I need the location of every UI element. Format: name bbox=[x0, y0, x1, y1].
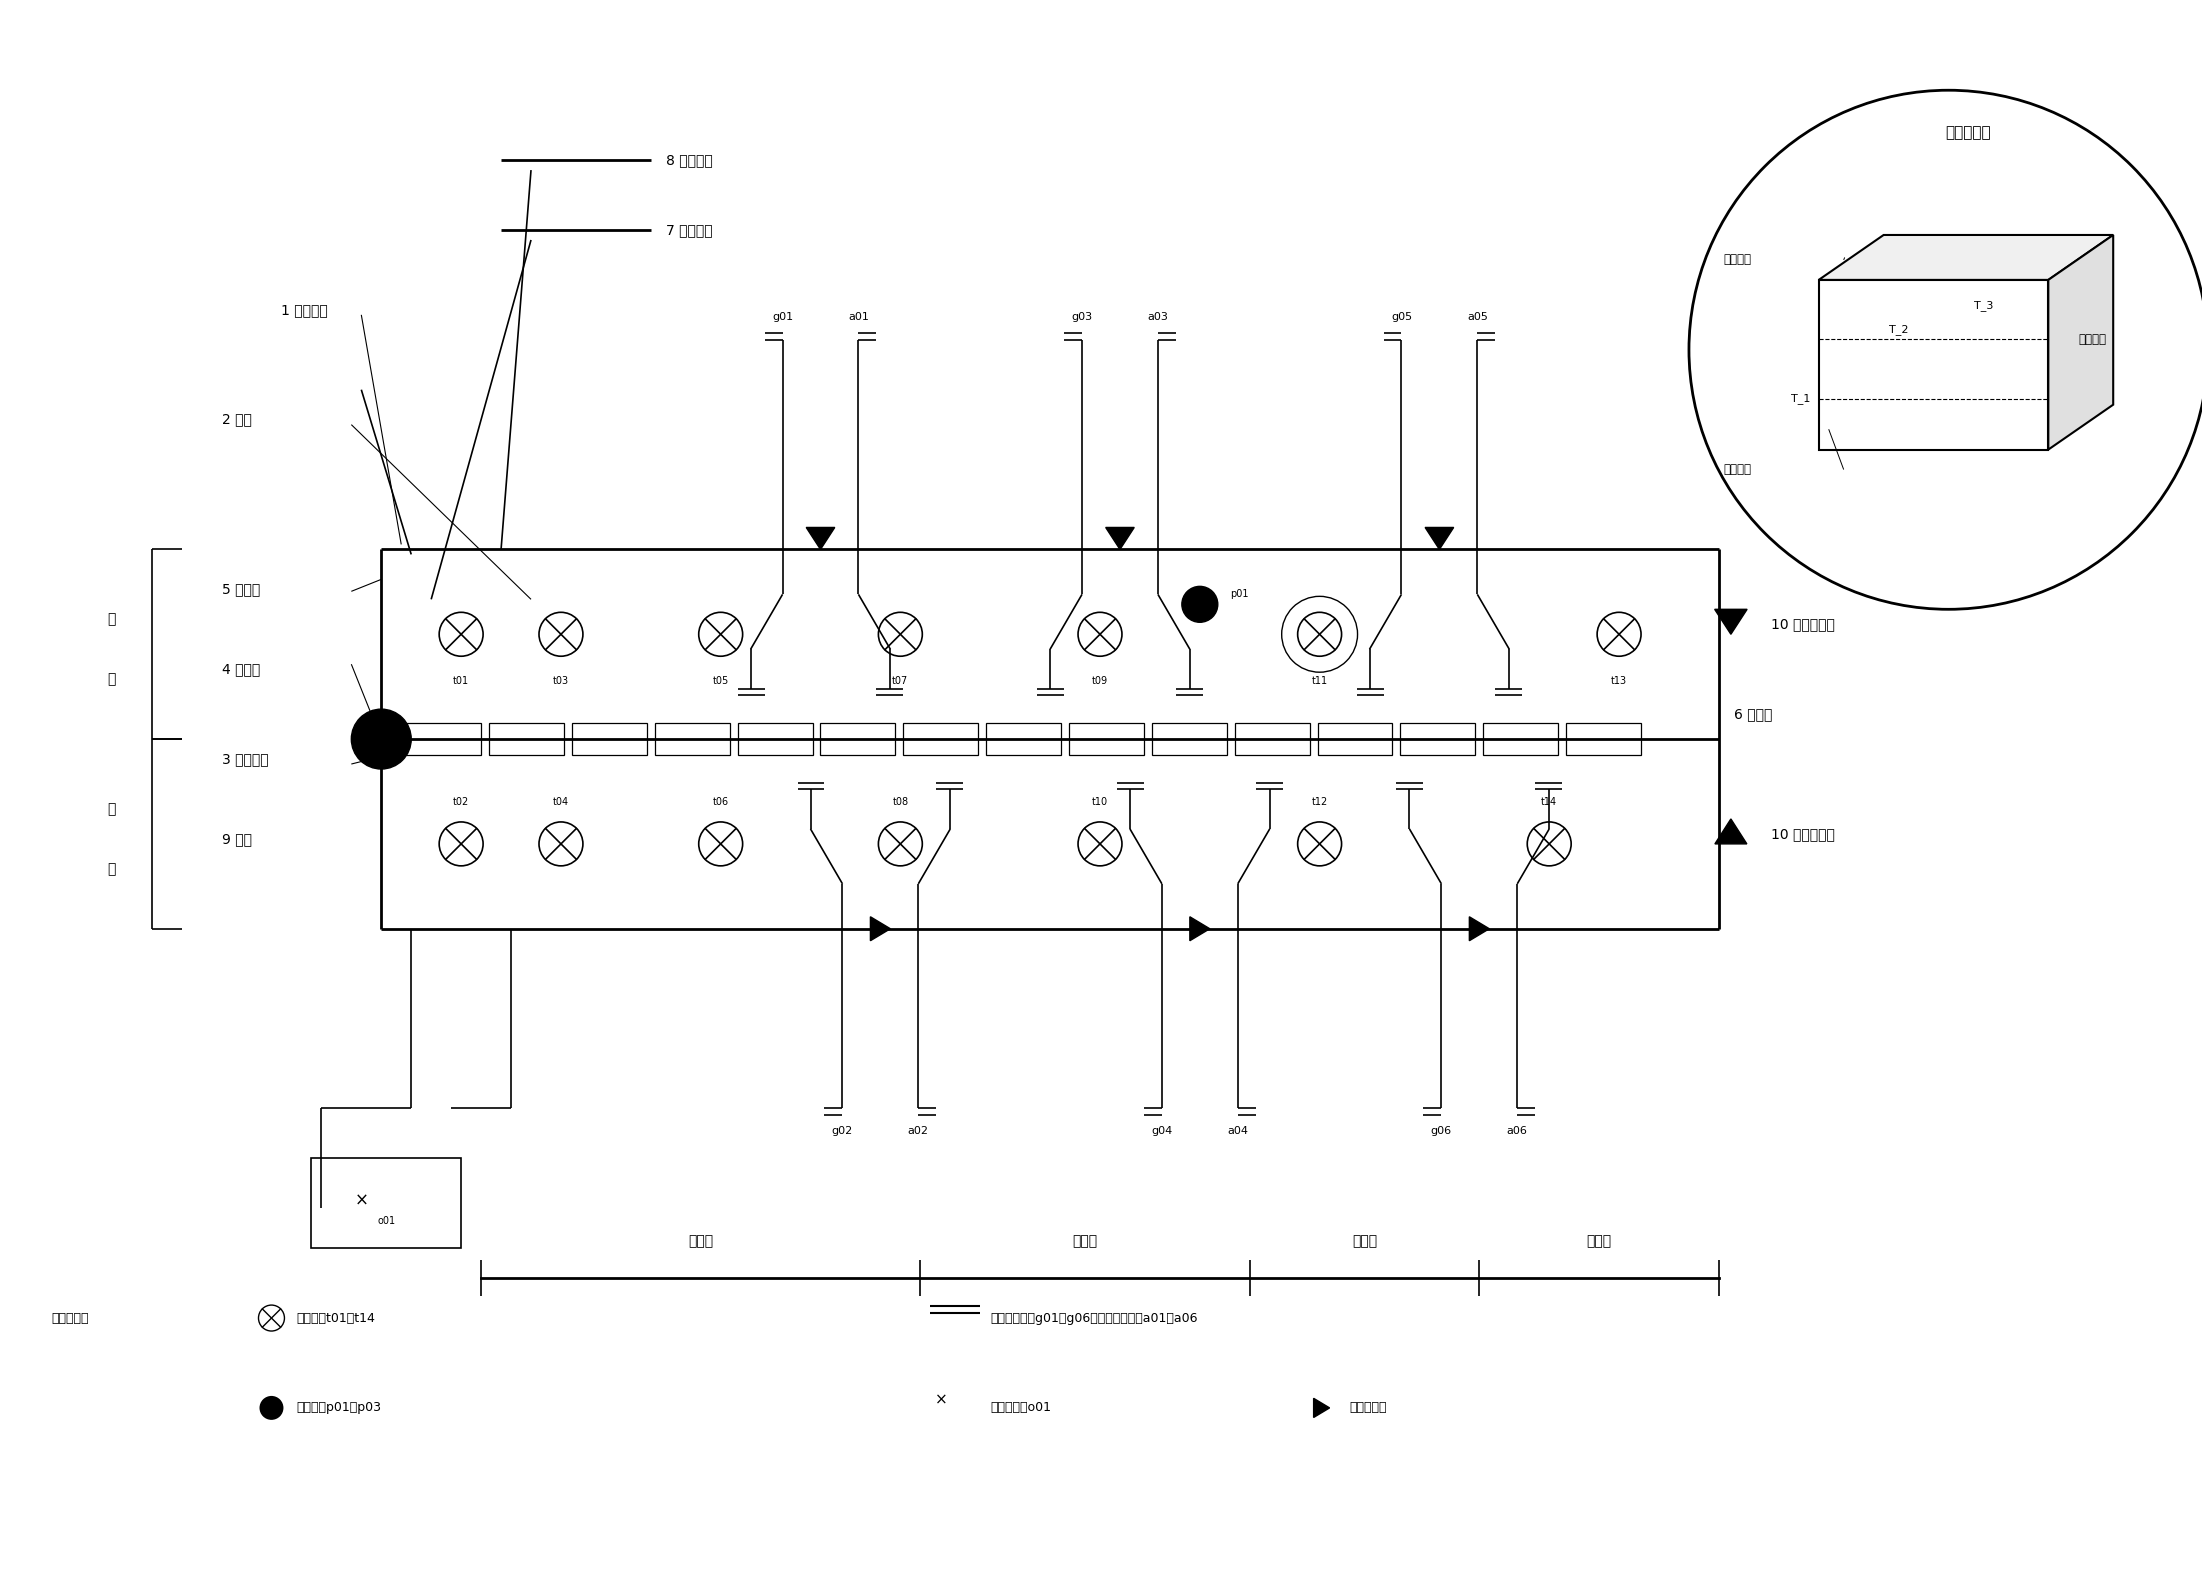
Polygon shape bbox=[1470, 916, 1490, 941]
Text: t13: t13 bbox=[1611, 676, 1627, 686]
Text: t02: t02 bbox=[454, 797, 469, 806]
Polygon shape bbox=[2048, 235, 2114, 450]
Circle shape bbox=[350, 709, 412, 769]
Text: 压力测点p01～p03: 压力测点p01～p03 bbox=[295, 1401, 381, 1414]
Text: 中部温度: 中部温度 bbox=[2078, 333, 2107, 347]
Text: 上: 上 bbox=[108, 612, 117, 626]
Text: 6 出炉口: 6 出炉口 bbox=[1735, 708, 1772, 722]
Bar bbox=[311, 1158, 461, 1249]
Text: 红外测温点: 红外测温点 bbox=[1349, 1401, 1386, 1414]
Polygon shape bbox=[1426, 527, 1455, 549]
Text: a03: a03 bbox=[1148, 312, 1168, 322]
Text: 8 空气管道: 8 空气管道 bbox=[666, 154, 712, 168]
Text: a06: a06 bbox=[1508, 1127, 1527, 1136]
Bar bbox=[1400, 723, 1474, 755]
Text: 区: 区 bbox=[108, 861, 117, 876]
Text: t03: t03 bbox=[553, 676, 569, 686]
Text: 预热段: 预热段 bbox=[688, 1235, 714, 1249]
Bar bbox=[1069, 723, 1144, 755]
Bar bbox=[904, 723, 979, 755]
Text: g03: g03 bbox=[1071, 312, 1093, 322]
Text: 10 红外测温仪: 10 红外测温仪 bbox=[1770, 617, 1834, 631]
Text: 烟气含氧量o01: 烟气含氧量o01 bbox=[990, 1401, 1051, 1414]
Polygon shape bbox=[871, 916, 890, 941]
Text: g02: g02 bbox=[831, 1127, 853, 1136]
Text: 9 烟道: 9 烟道 bbox=[223, 832, 251, 846]
Bar bbox=[1567, 723, 1642, 755]
Text: t06: t06 bbox=[712, 797, 730, 806]
Text: t01: t01 bbox=[454, 676, 469, 686]
Text: g04: g04 bbox=[1150, 1127, 1173, 1136]
Bar bbox=[985, 723, 1060, 755]
Text: a02: a02 bbox=[908, 1127, 928, 1136]
Bar bbox=[1234, 723, 1309, 755]
Text: 3 水冷滑管: 3 水冷滑管 bbox=[223, 752, 269, 766]
Polygon shape bbox=[1190, 916, 1210, 941]
Text: T_3: T_3 bbox=[1975, 300, 1995, 311]
Text: 5 入炉口: 5 入炉口 bbox=[223, 582, 260, 596]
Text: 上部温度: 上部温度 bbox=[1724, 254, 1752, 267]
Text: 4 推钢机: 4 推钢机 bbox=[223, 662, 260, 676]
Circle shape bbox=[260, 1396, 284, 1420]
Bar bbox=[820, 723, 895, 755]
Text: a05: a05 bbox=[1468, 312, 1488, 322]
Bar bbox=[489, 723, 564, 755]
Text: 炉温测点t01～t14: 炉温测点t01～t14 bbox=[295, 1312, 375, 1324]
Text: ×: × bbox=[934, 1392, 948, 1407]
Polygon shape bbox=[1106, 527, 1135, 549]
Bar bbox=[1483, 723, 1558, 755]
Text: t04: t04 bbox=[553, 797, 569, 806]
Polygon shape bbox=[1715, 819, 1748, 844]
Text: g06: g06 bbox=[1430, 1127, 1452, 1136]
Text: p01: p01 bbox=[1230, 590, 1247, 599]
Text: 均热段: 均热段 bbox=[1351, 1235, 1378, 1249]
Bar bbox=[655, 723, 730, 755]
Circle shape bbox=[1688, 91, 2204, 609]
Text: t10: t10 bbox=[1091, 797, 1109, 806]
Text: 下: 下 bbox=[108, 802, 117, 816]
Text: g01: g01 bbox=[771, 312, 793, 322]
Polygon shape bbox=[1818, 235, 2114, 279]
Text: 7 燃气管道: 7 燃气管道 bbox=[666, 223, 712, 237]
Text: 加热段: 加热段 bbox=[1073, 1235, 1098, 1249]
Text: 1 燃烧喷嘴: 1 燃烧喷嘴 bbox=[282, 303, 328, 317]
Circle shape bbox=[1181, 587, 1219, 623]
Text: t05: t05 bbox=[712, 676, 730, 686]
Text: 10 红外测温仪: 10 红外测温仪 bbox=[1770, 827, 1834, 841]
Text: o01: o01 bbox=[377, 1216, 395, 1227]
Text: 炉头段: 炉头段 bbox=[1587, 1235, 1611, 1249]
Text: 图例符号：: 图例符号： bbox=[53, 1312, 90, 1324]
Text: 2 钢坯: 2 钢坯 bbox=[223, 413, 251, 427]
Bar bbox=[573, 723, 646, 755]
Text: t08: t08 bbox=[893, 797, 908, 806]
Bar bbox=[1318, 723, 1393, 755]
Text: t11: t11 bbox=[1311, 676, 1327, 686]
Text: t09: t09 bbox=[1091, 676, 1109, 686]
Text: 下部温度: 下部温度 bbox=[1724, 463, 1752, 475]
Text: g05: g05 bbox=[1391, 312, 1413, 322]
Polygon shape bbox=[1715, 609, 1748, 634]
Text: ×: × bbox=[355, 1191, 368, 1210]
Bar bbox=[406, 723, 480, 755]
Text: a04: a04 bbox=[1228, 1127, 1247, 1136]
Text: t07: t07 bbox=[893, 676, 908, 686]
Text: 钢坯放大图: 钢坯放大图 bbox=[1946, 126, 1990, 140]
Polygon shape bbox=[1314, 1398, 1329, 1417]
Text: a01: a01 bbox=[849, 312, 868, 322]
Bar bbox=[1818, 279, 2048, 450]
Bar bbox=[1153, 723, 1228, 755]
Text: T_2: T_2 bbox=[1889, 323, 1909, 334]
Text: t14: t14 bbox=[1541, 797, 1558, 806]
Polygon shape bbox=[807, 527, 835, 549]
Bar bbox=[738, 723, 813, 755]
Text: t12: t12 bbox=[1311, 797, 1327, 806]
Text: T_1: T_1 bbox=[1792, 394, 1812, 405]
Text: 燃气流量测点g01～g06和空气流量测点a01～a06: 燃气流量测点g01～g06和空气流量测点a01～a06 bbox=[990, 1312, 1197, 1324]
Text: 区: 区 bbox=[108, 672, 117, 686]
